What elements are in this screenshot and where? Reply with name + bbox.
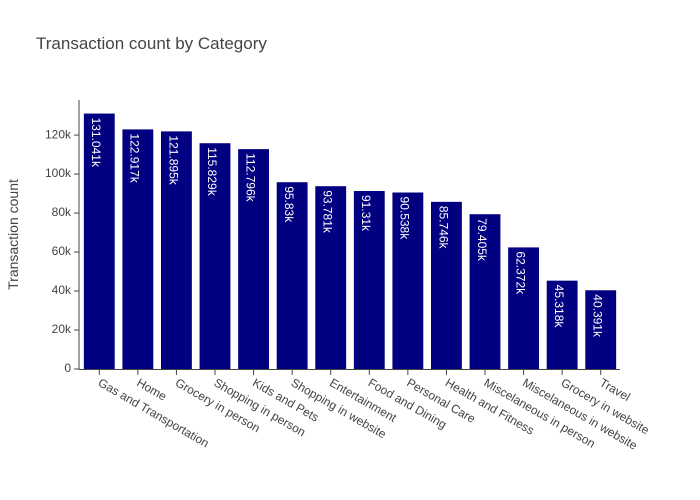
bar-8[interactable] (392, 192, 424, 369)
data-label-0: 131.041k (89, 118, 103, 168)
bar-10[interactable] (469, 214, 501, 369)
y-tick-label-1: 20k (52, 322, 72, 336)
data-label-11: 62.372k (513, 251, 527, 295)
bar-3[interactable] (199, 143, 231, 369)
bar-0[interactable] (83, 113, 115, 370)
data-label-12: 45.318k (552, 285, 566, 329)
data-label-1: 122.917k (128, 133, 142, 183)
bar-13[interactable] (585, 290, 617, 369)
bar-12[interactable] (546, 280, 578, 369)
bar-2[interactable] (161, 131, 192, 369)
data-label-7: 91.31k (359, 195, 373, 232)
y-tick-label-4: 80k (52, 205, 72, 219)
y-tick-label-2: 40k (52, 283, 72, 297)
bar-1[interactable] (122, 129, 154, 369)
data-label-9: 85.746k (436, 206, 450, 250)
y-tick-label-5: 100k (45, 166, 72, 180)
bar-7[interactable] (353, 191, 385, 369)
bar-6[interactable] (315, 186, 347, 369)
bar-9[interactable] (431, 201, 462, 369)
y-tick-label-0: 0 (64, 361, 71, 375)
data-label-5: 95.83k (282, 186, 296, 223)
data-label-8: 90.538k (398, 197, 412, 241)
y-tick-label-6: 120k (45, 127, 72, 141)
chart-title: Transaction count by Category (36, 34, 267, 53)
y-axis-title: Transaction count (5, 179, 21, 290)
data-label-6: 93.781k (321, 190, 335, 234)
bar-4[interactable] (238, 149, 269, 369)
data-label-13: 40.391k (591, 294, 605, 338)
data-label-10: 79.405k (475, 218, 489, 262)
data-label-4: 112.796k (243, 153, 257, 202)
data-labels-layer: 131.041k 122.917k 121.895k 115.829k 112.796k… (89, 118, 604, 338)
y-tick-label-3: 60k (52, 244, 72, 258)
data-label-3: 115.829k (205, 147, 219, 196)
data-label-2: 121.895k (166, 135, 180, 185)
bar-11[interactable] (508, 247, 539, 369)
bar-5[interactable] (276, 182, 308, 369)
bars-layer (83, 113, 617, 370)
